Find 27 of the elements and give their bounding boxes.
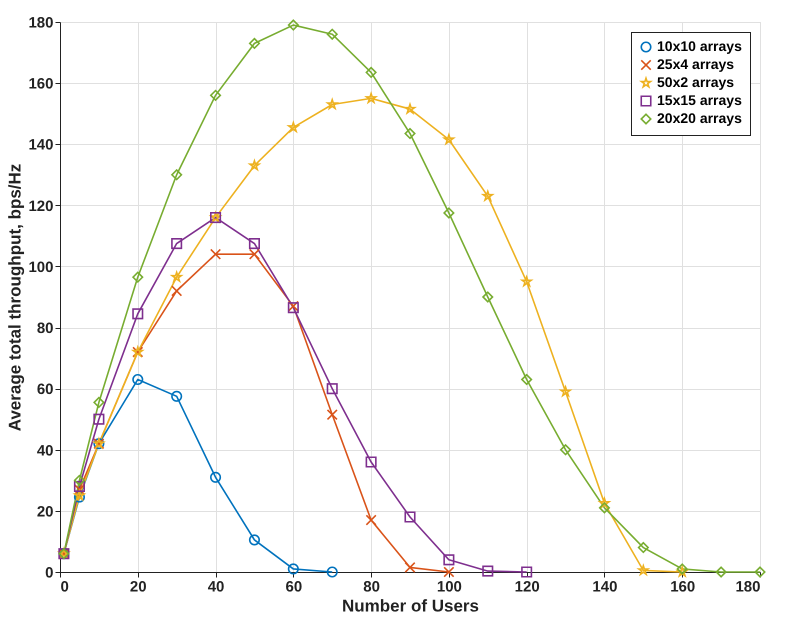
legend-label: 20x20 arrays [657, 110, 742, 126]
legend-label: 10x10 arrays [657, 38, 742, 54]
y-tick-label: 0 [45, 564, 54, 582]
x-axis-title: Number of Users [342, 596, 479, 616]
x-tick-label: 60 [285, 578, 302, 596]
x-tick-label: 40 [208, 578, 224, 596]
y-axis-title: Average total throughput, bps/Hz [5, 164, 24, 432]
y-tick-label: 120 [28, 198, 54, 215]
y-tick-label: 40 [36, 442, 54, 460]
legend-label: 50x2 arrays [657, 74, 734, 90]
x-tick-label: 80 [363, 578, 380, 596]
x-tick-label: 20 [130, 578, 147, 596]
legend-label: 25x4 arrays [657, 56, 734, 72]
y-tick-label: 160 [28, 76, 54, 93]
y-tick-label: 20 [36, 503, 54, 520]
y-tick-label: 60 [36, 381, 54, 398]
y-tick-label: 80 [36, 320, 54, 338]
x-tick-label: 100 [436, 578, 462, 596]
x-tick-label: 160 [670, 578, 696, 596]
legend-label: 15x15 arrays [657, 92, 742, 108]
x-tick-label: 140 [592, 578, 618, 596]
y-tick-label: 180 [28, 14, 54, 32]
x-tick-label: 180 [735, 578, 760, 596]
y-tick-label: 140 [28, 136, 54, 154]
x-tick-label: 0 [60, 578, 69, 596]
x-tick-label: 120 [514, 578, 540, 596]
y-tick-label: 100 [28, 258, 54, 276]
